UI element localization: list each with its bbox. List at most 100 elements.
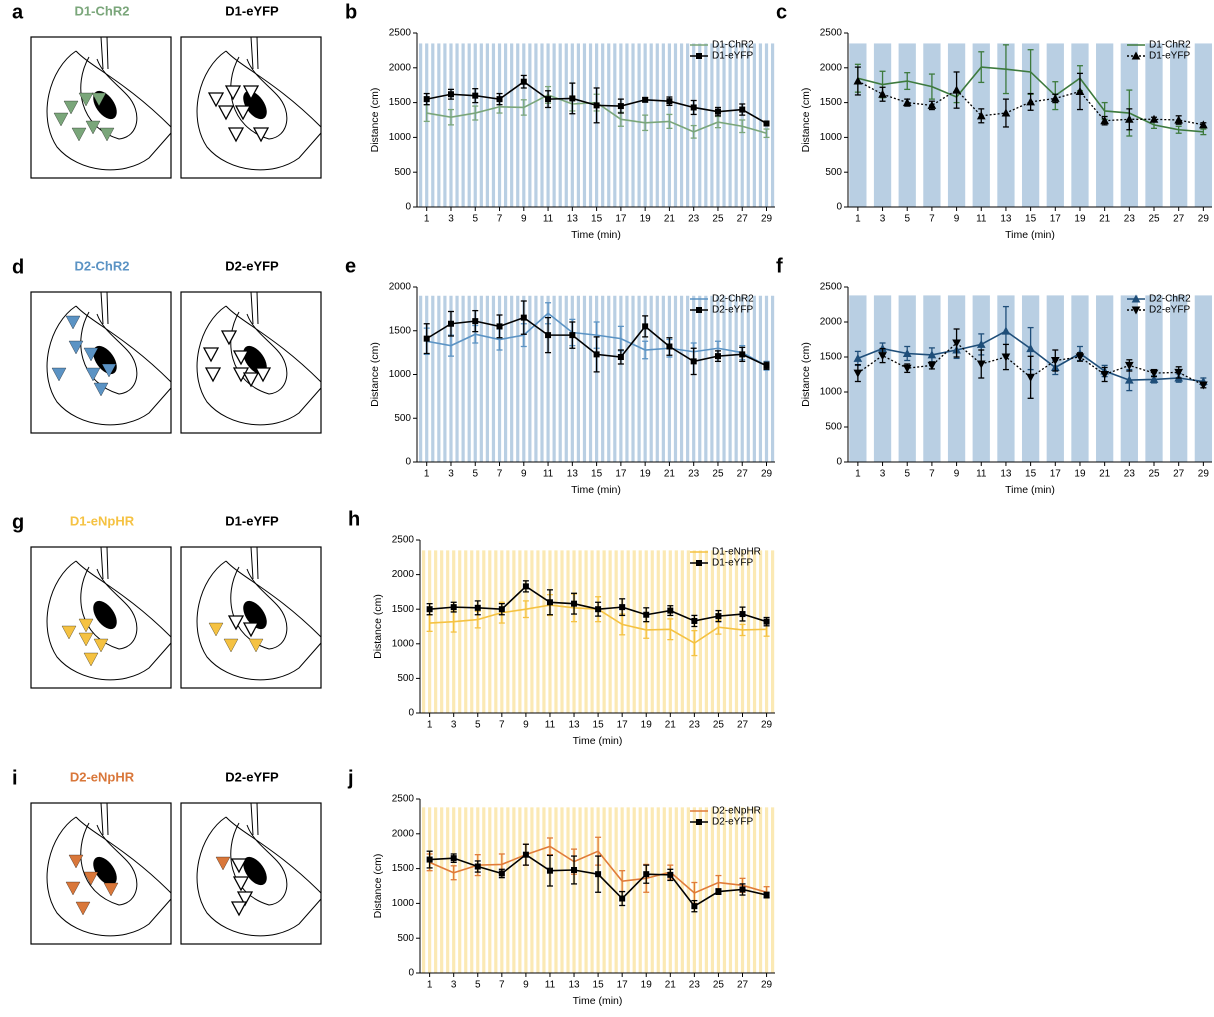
stim-bar bbox=[656, 550, 660, 713]
stim-bar bbox=[631, 295, 635, 462]
panel-letter: g bbox=[12, 511, 24, 533]
data-point bbox=[763, 362, 770, 369]
legend-label: D1-eYFP bbox=[712, 558, 753, 569]
x-tick-label: 11 bbox=[543, 469, 554, 480]
stim-bar bbox=[728, 295, 732, 462]
stim-bar bbox=[698, 295, 702, 462]
stim-bar bbox=[425, 295, 429, 462]
injection-site bbox=[215, 856, 231, 871]
stim-bar bbox=[476, 550, 480, 713]
stim-bar bbox=[602, 807, 606, 973]
stim-bar bbox=[626, 807, 630, 973]
injection-site bbox=[83, 347, 99, 362]
y-tick-label: 500 bbox=[825, 167, 842, 178]
stim-bar bbox=[898, 295, 916, 462]
data-point bbox=[472, 92, 479, 99]
x-tick-label: 19 bbox=[641, 980, 653, 991]
stim-bar bbox=[437, 43, 441, 207]
data-point bbox=[1174, 368, 1184, 377]
legend-label: D1-eNpHR bbox=[712, 547, 761, 558]
stim-bar bbox=[516, 43, 520, 207]
x-tick-label: 25 bbox=[713, 720, 725, 731]
brain-outline bbox=[75, 560, 172, 638]
injection-site bbox=[242, 622, 260, 638]
injection-site bbox=[93, 382, 109, 397]
y-tick-label: 1500 bbox=[820, 97, 843, 108]
stim-bar bbox=[650, 550, 654, 713]
data-point bbox=[715, 888, 722, 895]
injection-site bbox=[78, 618, 94, 633]
panel-letter: i bbox=[12, 767, 18, 789]
brain-outline bbox=[46, 816, 172, 937]
group-title: D2-eNpHR bbox=[70, 769, 135, 784]
stim-bar bbox=[546, 295, 550, 462]
x-tick-label: 29 bbox=[761, 469, 773, 480]
data-point bbox=[715, 613, 722, 620]
stim-bar bbox=[512, 550, 516, 713]
stim-bar bbox=[497, 295, 502, 462]
y-tick-label: 500 bbox=[394, 413, 411, 424]
data-point bbox=[1050, 93, 1060, 102]
x-tick-label: 7 bbox=[499, 980, 505, 991]
data-point bbox=[739, 106, 746, 113]
data-point bbox=[902, 98, 912, 107]
injection-site bbox=[254, 367, 272, 383]
stim-bar bbox=[476, 807, 480, 973]
x-tick-label: 13 bbox=[1000, 469, 1012, 480]
stim-bar bbox=[552, 43, 556, 207]
stim-bar bbox=[873, 295, 892, 462]
data-point bbox=[496, 96, 503, 103]
stim-bar bbox=[564, 43, 568, 207]
stim-bar bbox=[728, 550, 733, 713]
data-point bbox=[690, 358, 697, 365]
brain-outline bbox=[196, 50, 322, 171]
data-point bbox=[1026, 344, 1035, 353]
legend-label: D1-ChR2 bbox=[712, 40, 754, 51]
x-tick-label: 27 bbox=[737, 980, 749, 991]
data-point bbox=[498, 606, 505, 613]
stim-bar bbox=[728, 43, 732, 207]
stim-bar bbox=[452, 807, 456, 973]
x-tick-label: 5 bbox=[475, 980, 481, 991]
stim-bar bbox=[637, 43, 641, 207]
stim-bar bbox=[686, 43, 690, 207]
injection-site bbox=[232, 350, 250, 366]
legend-marker bbox=[696, 819, 702, 825]
stim-bar bbox=[923, 43, 941, 207]
stim-bar bbox=[524, 807, 528, 973]
stim-bar bbox=[758, 43, 763, 207]
x-tick-label: 23 bbox=[689, 980, 701, 991]
injection-site bbox=[68, 854, 84, 869]
stim-bar bbox=[548, 807, 552, 973]
x-tick-label: 7 bbox=[497, 214, 503, 225]
stim-bar bbox=[746, 295, 750, 462]
stim-bar bbox=[488, 550, 492, 713]
ventricle bbox=[243, 600, 267, 630]
data-point bbox=[426, 606, 433, 613]
data-point bbox=[1026, 97, 1035, 106]
stim-bar bbox=[662, 550, 666, 713]
data-point bbox=[643, 611, 650, 618]
optic-fiber bbox=[250, 546, 259, 580]
x-tick-label: 23 bbox=[688, 469, 700, 480]
injection-site bbox=[220, 330, 238, 346]
data-point bbox=[952, 339, 961, 348]
injection-site bbox=[224, 85, 242, 101]
injection-site bbox=[223, 638, 239, 653]
stim-bar bbox=[1170, 43, 1188, 207]
stim-bar bbox=[518, 807, 522, 973]
data-point bbox=[617, 103, 624, 110]
brain-outline bbox=[225, 305, 322, 383]
y-tick-label: 1000 bbox=[389, 132, 412, 143]
data-point bbox=[520, 314, 527, 321]
optic-fiber bbox=[100, 291, 109, 325]
diagram-panel: i D2-eNpHR D2-eYFP bbox=[12, 767, 322, 945]
data-point bbox=[714, 108, 721, 115]
data-point bbox=[520, 78, 527, 85]
brain-outline bbox=[196, 560, 322, 681]
optic-fiber bbox=[250, 291, 259, 325]
x-tick-label: 11 bbox=[976, 214, 987, 225]
stim-bar bbox=[564, 295, 568, 462]
data-point bbox=[1199, 120, 1208, 129]
